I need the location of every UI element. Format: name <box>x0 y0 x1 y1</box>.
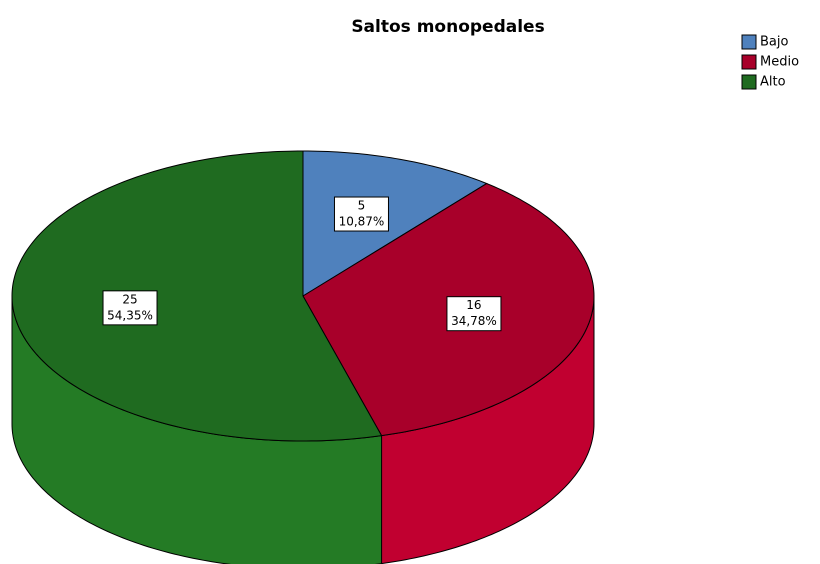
count-label: 5 <box>358 199 366 213</box>
label-box <box>446 296 502 332</box>
legend-swatch <box>741 74 757 90</box>
percent-label: 10,87% <box>339 215 385 229</box>
percent-label: 54,35% <box>107 308 153 322</box>
legend-swatch <box>741 34 757 50</box>
count-label: 25 <box>122 292 137 306</box>
legend-swatch <box>741 54 757 70</box>
legend-label: Bajo <box>760 35 788 50</box>
percent-label: 34,78% <box>451 314 497 328</box>
slice <box>302 150 488 297</box>
chart-title: Saltos monopedales <box>351 17 544 37</box>
label-box <box>102 290 158 326</box>
label-box <box>333 196 389 232</box>
count-label: 16 <box>466 298 481 312</box>
slice <box>11 150 383 442</box>
legend-label: Medio <box>760 55 799 70</box>
legend-label: Alto <box>760 75 786 90</box>
